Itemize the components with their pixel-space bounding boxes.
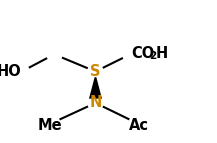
- Text: Me: Me: [38, 118, 62, 133]
- Polygon shape: [89, 77, 102, 99]
- Text: HO: HO: [0, 64, 22, 79]
- Text: N: N: [89, 96, 102, 110]
- Text: 2: 2: [149, 51, 156, 61]
- Text: Ac: Ac: [129, 118, 149, 133]
- Text: CO: CO: [131, 46, 155, 61]
- Text: S: S: [90, 64, 101, 79]
- Text: H: H: [155, 46, 167, 61]
